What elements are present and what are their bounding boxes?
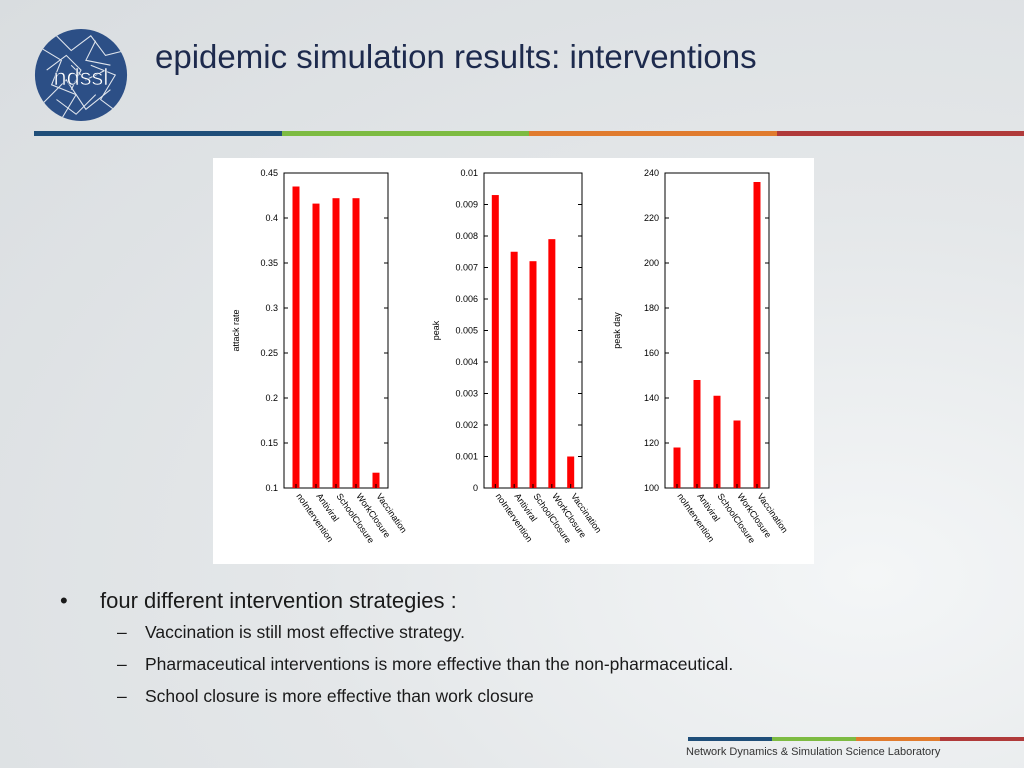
y-tick-label: 140 — [644, 393, 659, 403]
bullet-sub: – School closure is more effective than … — [60, 680, 960, 712]
bar — [673, 447, 681, 488]
y-tick-label: 0.2 — [265, 393, 278, 403]
bar — [312, 203, 320, 488]
title-divider — [34, 131, 1024, 136]
y-tick-label: 0.003 — [455, 389, 478, 399]
bullet-dash: – — [117, 654, 127, 674]
chart-figure: 0.1 0.15 0.2 0.25 0.3 0.35 0.4 0.45 attack rate n… — [213, 158, 814, 564]
ndssl-logo: ndssl — [34, 28, 128, 122]
bar — [733, 420, 741, 488]
bar — [713, 395, 721, 488]
bullet-dot: • — [60, 588, 68, 613]
bar — [548, 239, 556, 488]
bar — [753, 182, 761, 488]
y-tick-label: 0.01 — [460, 168, 478, 178]
y-tick-label: 0.15 — [260, 438, 278, 448]
y-axis-label: attack rate — [231, 309, 241, 351]
y-axis-label: peak day — [612, 312, 622, 349]
bar — [352, 198, 360, 488]
y-tick-label: 0.004 — [455, 357, 478, 367]
y-tick-label: 0.002 — [455, 420, 478, 430]
y-tick-label: 0.006 — [455, 294, 478, 304]
bullet-list: • four different intervention strategies… — [60, 586, 960, 712]
y-tick-label: 100 — [644, 483, 659, 493]
y-tick-label: 180 — [644, 303, 659, 313]
y-tick-label: 0.009 — [455, 200, 478, 210]
y-tick-label: 0 — [473, 483, 478, 493]
bar — [491, 195, 499, 489]
y-tick-label: 0.001 — [455, 452, 478, 462]
bar — [529, 261, 537, 488]
logo-text: ndssl — [54, 64, 109, 90]
bullet-sub: – Vaccination is still most effective st… — [60, 616, 960, 648]
y-axis-label: peak — [431, 320, 441, 340]
bullet-main: • four different intervention strategies… — [60, 586, 960, 616]
footer-divider — [688, 737, 1024, 741]
bar — [567, 456, 575, 488]
footer-text: Network Dynamics & Simulation Science La… — [686, 746, 941, 758]
bar — [292, 186, 300, 488]
y-tick-label: 0.45 — [260, 168, 278, 178]
bullet-sub-text: School closure is more effective than wo… — [145, 686, 534, 706]
bullet-dash: – — [117, 686, 127, 706]
y-tick-label: 0.1 — [265, 483, 278, 493]
y-tick-label: 120 — [644, 438, 659, 448]
bar — [693, 380, 701, 488]
bar — [332, 198, 340, 488]
bullet-sub-text: Pharmaceutical interventions is more eff… — [145, 654, 734, 674]
y-tick-label: 220 — [644, 213, 659, 223]
y-tick-label: 240 — [644, 168, 659, 178]
bullet-sub-text: Vaccination is still most effective stra… — [145, 622, 465, 642]
bar — [372, 472, 380, 488]
bullet-dash: – — [117, 622, 127, 642]
y-tick-label: 0.4 — [265, 213, 278, 223]
y-tick-label: 160 — [644, 348, 659, 358]
bar — [510, 251, 518, 488]
y-tick-label: 0.008 — [455, 231, 478, 241]
y-tick-label: 0.005 — [455, 326, 478, 336]
bullet-main-text: four different intervention strategies : — [100, 588, 457, 613]
y-tick-label: 0.35 — [260, 258, 278, 268]
y-tick-label: 200 — [644, 258, 659, 268]
y-tick-label: 0.25 — [260, 348, 278, 358]
page-title: epidemic simulation results: interventio… — [155, 38, 757, 75]
y-tick-label: 0.3 — [265, 303, 278, 313]
y-tick-label: 0.007 — [455, 263, 478, 273]
bullet-sub: – Pharmaceutical interventions is more e… — [60, 648, 960, 680]
